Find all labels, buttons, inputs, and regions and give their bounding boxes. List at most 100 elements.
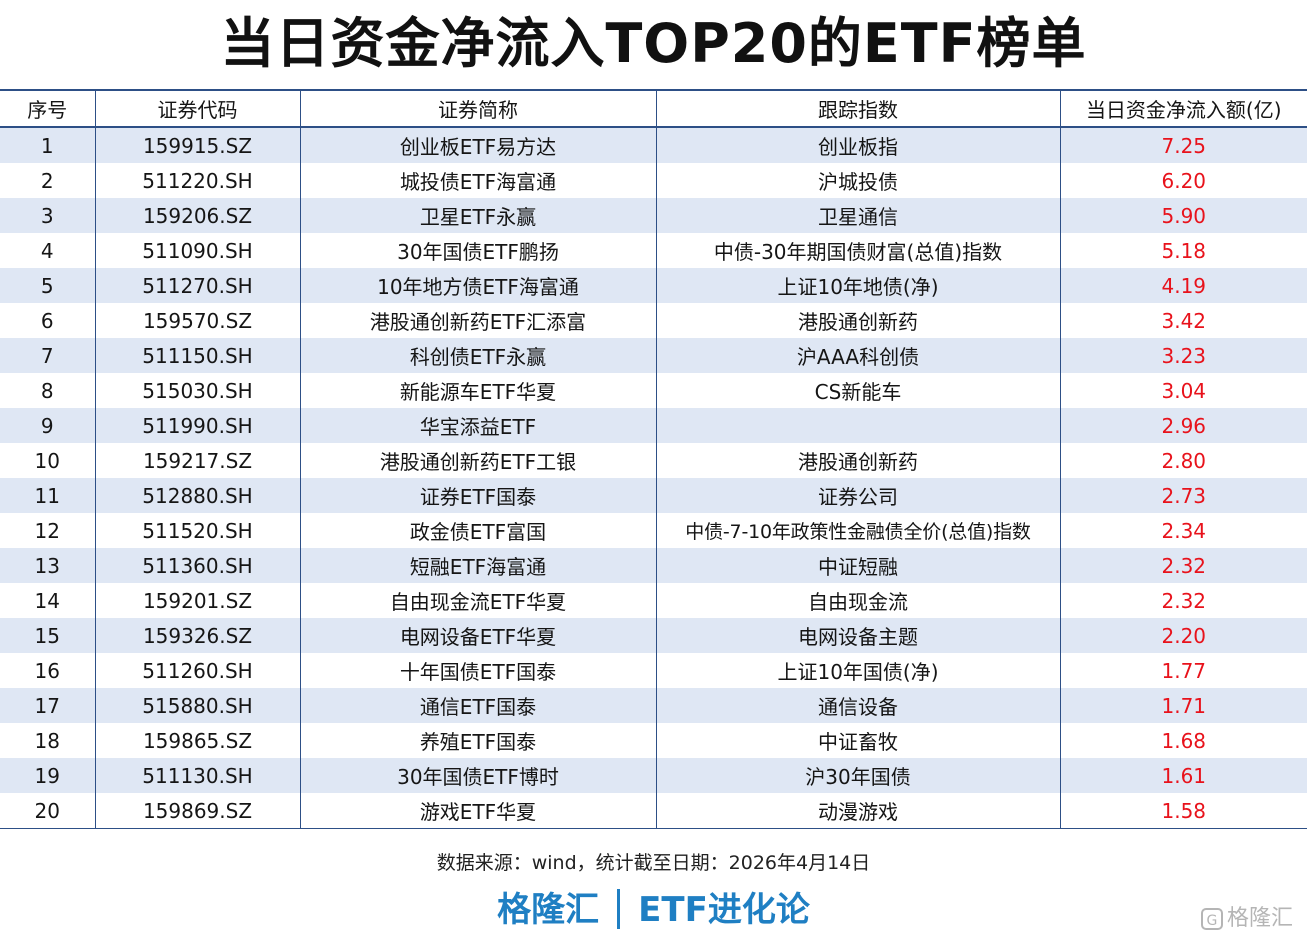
table-row: 18 159865.SZ 养殖ETF国泰 中证畜牧 1.68 [0,723,1307,758]
rank-cell: 4 [0,233,96,268]
index-cell: 中债-7-10年政策性金融债全价(总值)指数 [656,513,1061,548]
table-row: 4 511090.SH 30年国债ETF鹏扬 中债-30年期国债财富(总值)指数 5.1… [0,233,1307,268]
name-cell: 华宝添益ETF [300,408,657,443]
rank-cell: 19 [0,758,96,793]
code-cell: 511520.SH [95,513,301,548]
index-cell: 港股通创新药 [656,443,1061,478]
header-inflow: 当日资金净流入额(亿) [1060,89,1307,128]
inflow-cell: 5.90 [1060,198,1307,233]
code-cell: 512880.SH [95,478,301,513]
table-row: 9 511990.SH 华宝添益ETF 2.96 [0,408,1307,443]
index-cell: 沪城投债 [656,163,1061,198]
name-cell: 养殖ETF国泰 [300,723,657,758]
rank-cell: 14 [0,583,96,618]
code-cell: 159217.SZ [95,443,301,478]
table-row: 2 511220.SH 城投债ETF海富通 沪城投债 6.20 [0,163,1307,198]
table-row: 13 511360.SH 短融ETF海富通 中证短融 2.32 [0,548,1307,583]
rank-cell: 13 [0,548,96,583]
table-row: 6 159570.SZ 港股通创新药ETF汇添富 港股通创新药 3.42 [0,303,1307,338]
rank-cell: 18 [0,723,96,758]
table-row: 20 159869.SZ 游戏ETF华夏 动漫游戏 1.58 [0,793,1307,829]
name-cell: 短融ETF海富通 [300,548,657,583]
code-cell: 159206.SZ [95,198,301,233]
code-cell: 511150.SH [95,338,301,373]
page-title: 当日资金净流入TOP20的ETF榜单 [220,12,1087,75]
inflow-cell: 2.80 [1060,443,1307,478]
header-index: 跟踪指数 [656,89,1061,128]
code-cell: 511090.SH [95,233,301,268]
name-cell: 10年地方债ETF海富通 [300,268,657,303]
table-row: 1 159915.SZ 创业板ETF易方达 创业板指 7.25 [0,127,1307,163]
watermark: G 格隆汇 [1200,905,1293,933]
table-row: 15 159326.SZ 电网设备ETF华夏 电网设备主题 2.20 [0,618,1307,653]
code-cell: 159326.SZ [95,618,301,653]
code-cell: 511260.SH [95,653,301,688]
index-cell: 沪AAA科创债 [656,338,1061,373]
brand-logo-icon: G [1200,908,1223,930]
index-cell: 卫星通信 [656,198,1061,233]
name-cell: 电网设备ETF华夏 [300,618,657,653]
table-row: 16 511260.SH 十年国债ETF国泰 上证10年国债(净) 1.77 [0,653,1307,688]
inflow-cell: 3.04 [1060,373,1307,408]
index-cell: 上证10年国债(净) [656,653,1061,688]
index-cell: 创业板指 [656,127,1061,163]
table-row: 5 511270.SH 10年地方债ETF海富通 上证10年地债(净) 4.19 [0,268,1307,303]
name-cell: 城投债ETF海富通 [300,163,657,198]
index-cell: 证券公司 [656,478,1061,513]
name-cell: 政金债ETF富国 [300,513,657,548]
code-cell: 511220.SH [95,163,301,198]
table-row: 11 512880.SH 证券ETF国泰 证券公司 2.73 [0,478,1307,513]
index-cell: 港股通创新药 [656,303,1061,338]
code-cell: 159869.SZ [95,793,301,829]
table-row: 7 511150.SH 科创债ETF永赢 沪AAA科创债 3.23 [0,338,1307,373]
code-cell: 159570.SZ [95,303,301,338]
code-cell: 159915.SZ [95,127,301,163]
rank-cell: 10 [0,443,96,478]
name-cell: 科创债ETF永赢 [300,338,657,373]
rank-cell: 17 [0,688,96,723]
index-cell [656,408,1061,443]
inflow-cell: 2.32 [1060,583,1307,618]
rank-cell: 12 [0,513,96,548]
inflow-cell: 2.96 [1060,408,1307,443]
code-cell: 515880.SH [95,688,301,723]
code-cell: 511360.SH [95,548,301,583]
rank-cell: 2 [0,163,96,198]
inflow-cell: 2.34 [1060,513,1307,548]
table-row: 14 159201.SZ 自由现金流ETF华夏 自由现金流 2.32 [0,583,1307,618]
index-cell: 上证10年地债(净) [656,268,1061,303]
code-cell: 511130.SH [95,758,301,793]
table-row: 10 159217.SZ 港股通创新药ETF工银 港股通创新药 2.80 [0,443,1307,478]
brand-name: 格隆汇 [497,890,600,930]
index-cell: 自由现金流 [656,583,1061,618]
rank-cell: 1 [0,127,96,163]
index-cell: 中证畜牧 [656,723,1061,758]
name-cell: 自由现金流ETF华夏 [300,583,657,618]
rank-cell: 11 [0,478,96,513]
inflow-cell: 2.32 [1060,548,1307,583]
rank-cell: 3 [0,198,96,233]
inflow-cell: 2.20 [1060,618,1307,653]
table-row: 3 159206.SZ 卫星ETF永赢 卫星通信 5.90 [0,198,1307,233]
code-cell: 159201.SZ [95,583,301,618]
name-cell: 证券ETF国泰 [300,478,657,513]
name-cell: 创业板ETF易方达 [300,127,657,163]
rank-cell: 7 [0,338,96,373]
inflow-cell: 1.71 [1060,688,1307,723]
index-cell: 中证短融 [656,548,1061,583]
inflow-cell: 1.58 [1060,793,1307,829]
inflow-cell: 6.20 [1060,163,1307,198]
footer-divider [617,888,621,929]
header-code: 证券代码 [95,89,301,128]
inflow-cell: 7.25 [1060,127,1307,163]
inflow-cell: 1.68 [1060,723,1307,758]
code-cell: 159865.SZ [95,723,301,758]
header-name: 证券简称 [300,89,657,128]
footer-brand: 格隆汇 ETF进化论 [0,884,1307,936]
table-header-row: 序号 证券代码 证券简称 跟踪指数 当日资金净流入额(亿) [0,89,1307,128]
table-row: 19 511130.SH 30年国债ETF博时 沪30年国债 1.61 [0,758,1307,793]
inflow-cell: 5.18 [1060,233,1307,268]
code-cell: 515030.SH [95,373,301,408]
index-cell: 中债-30年期国债财富(总值)指数 [656,233,1061,268]
name-cell: 新能源车ETF华夏 [300,373,657,408]
